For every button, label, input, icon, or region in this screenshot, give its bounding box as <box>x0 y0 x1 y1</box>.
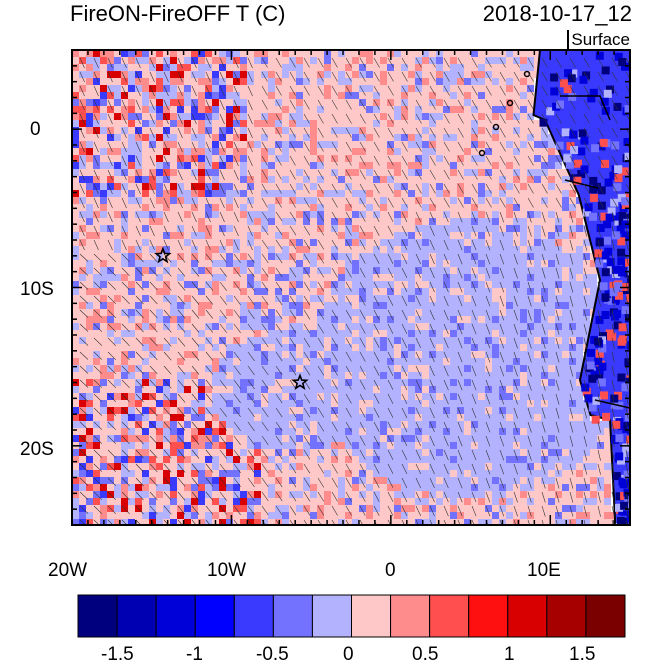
axis-ticks <box>71 49 631 526</box>
lat-label-0: 0 <box>30 119 41 140</box>
lat-label-20s: 20S <box>20 439 54 460</box>
colorbar-swatch <box>116 594 157 638</box>
colorbar-swatch <box>429 594 470 638</box>
colorbar-swatch <box>194 594 235 638</box>
colorbar-swatch <box>585 594 626 638</box>
colorbar-swatch <box>468 594 509 638</box>
lon-label-20w: 20W <box>48 560 88 581</box>
colorbar-label-6: 1 <box>504 644 515 665</box>
colorbar-label-5: 0.5 <box>412 644 439 665</box>
colorbar-label-7: 1.5 <box>569 644 596 665</box>
plot-title: FireON-FireOFF T (C) <box>70 1 286 26</box>
colorbar-label-4: 0 <box>343 644 354 665</box>
colorbar-label-3: -0.5 <box>256 644 289 665</box>
plot-date: 2018-10-17_12 <box>482 1 632 26</box>
colorbar-swatch <box>351 594 392 638</box>
level-label: Surface <box>567 30 630 50</box>
star-marker-2 <box>291 373 309 391</box>
lon-label-10e: 10E <box>527 560 561 581</box>
colorbar-swatch <box>233 594 274 638</box>
lon-label-0: 0 <box>385 560 396 581</box>
colorbar-label-1: -1.5 <box>101 644 134 665</box>
colorbar-swatch <box>390 594 431 638</box>
colorbar-swatch <box>77 594 118 638</box>
colorbar-swatch <box>507 594 548 638</box>
colorbar-swatch <box>311 594 352 638</box>
star-marker-1 <box>154 246 172 264</box>
colorbar-label-2: -1 <box>186 644 203 665</box>
colorbar-swatch <box>155 594 196 638</box>
wind-barbs <box>79 57 630 525</box>
colorbar-swatch <box>272 594 313 638</box>
lon-label-10w: 10W <box>207 560 247 581</box>
colorbar-swatch <box>546 594 587 638</box>
lat-label-10s: 10S <box>20 279 54 300</box>
markers <box>154 246 309 391</box>
temperature-difference-field <box>72 50 618 525</box>
africa-coastline-land <box>478 50 630 525</box>
colorbar <box>77 594 626 638</box>
